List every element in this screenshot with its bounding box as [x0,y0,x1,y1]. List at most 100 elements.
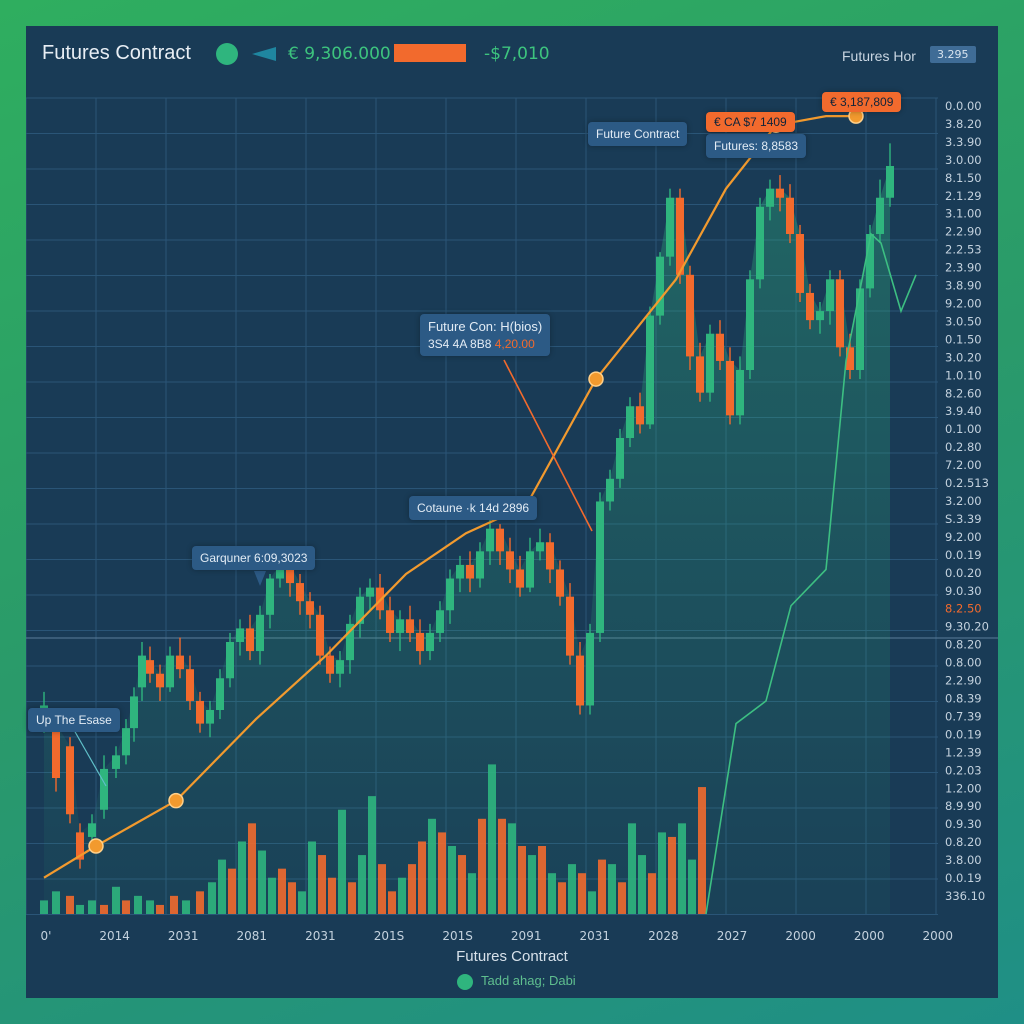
annotation-up-the-esase[interactable]: Up The Esase [28,708,120,732]
accent-line [705,232,917,915]
live-indicator-icon [216,43,238,65]
volume-bar [298,891,306,914]
candle-body [376,587,384,611]
candles [40,143,894,869]
volume-bar [608,864,616,914]
candle-body [122,728,130,756]
volume-bars [40,764,706,914]
candle-body [426,632,434,652]
candle-body [256,614,264,652]
volume-bar [398,877,406,914]
candle-body [766,188,774,207]
candle-body [146,660,154,674]
candle-body [796,234,804,293]
candle-body [88,823,96,837]
volume-bar [568,864,576,914]
candle-body [216,678,224,710]
y-tick-label: 2.1.29 [945,189,982,203]
volume-bar [52,891,60,914]
y-tick-label: 9.2.00 [945,297,982,311]
candle-body [526,551,534,588]
y-tick-label: 2.2.90 [945,674,982,688]
y-tick-label: 8.9.90 [945,799,982,813]
y-tick-label: 3.3.90 [945,135,982,149]
x-tick-label: 2014 [99,929,130,943]
candle-body [346,623,354,661]
candle-body [866,234,874,289]
annotation-futures-level[interactable]: Futures: 8,8583 [706,134,807,158]
volume-bar [76,904,84,914]
annotation-future-con[interactable]: Future Con: H(bios) 3S4 4A 8B8 4,20.00 [420,314,551,356]
y-tick-label: 0.8.20 [945,638,982,652]
volume-bar [458,855,466,914]
volume-bar [598,859,606,914]
volume-bar [698,787,706,914]
annotation-garquner[interactable]: Garquner 6:09,3023 [192,546,316,570]
candle-body [776,188,784,198]
annotation-price-tag[interactable]: € CA $7 1409 [706,112,795,132]
y-tick-label: 3.0.20 [945,350,982,364]
volume-bar [548,873,556,914]
annotation-cotaune[interactable]: Cotaune ·k 14d 2896 [409,496,538,520]
price-area [44,166,890,914]
y-tick-label: 9.2.00 [945,530,982,544]
candle-body [836,279,844,348]
candle-body [52,723,60,778]
candle-body [516,569,524,588]
volume-bar [258,850,266,914]
candle-body [386,610,394,633]
horizon-badge[interactable]: 3.295 [930,46,976,63]
candle-body [616,438,624,479]
candle-body [556,569,564,597]
volume-bar [196,891,204,914]
candle-body [546,542,554,570]
y-tick-label: 2.2.90 [945,225,982,239]
y-tick-label: 0.1.00 [945,422,982,436]
candle-body [138,655,146,688]
candle-body [176,655,184,670]
y-tick-label: 0.0.00 [945,99,982,113]
volume-bar [688,859,696,914]
candle-body [466,564,474,579]
volume-bar [438,832,446,914]
callout-line [503,359,593,532]
candle-body [686,274,694,357]
candle-body [786,197,794,234]
volume-bar [238,841,246,914]
annotation-future-contract[interactable]: Future Contract [588,122,688,146]
candle-body [716,333,724,361]
annotation-peak-price[interactable]: € 3,187,809 [822,92,902,112]
x-tick-label: 2028 [648,929,679,943]
volume-bar [588,891,596,914]
candle-body [656,256,664,316]
x-tick-label: 2031 [168,929,199,943]
candle-body [636,406,644,425]
candle-body [166,655,174,688]
candle-body [130,696,138,729]
y-tick-label: 0.9.30 [945,817,982,831]
volume-bar [182,900,190,914]
candle-body [706,333,714,393]
arrow-left-icon[interactable] [252,47,276,61]
candle-body [626,406,634,438]
y-tick-label: 3.9.40 [945,404,982,418]
candlestick-chart[interactable]: 0.0.00 3.8.20 3.3.90 3.0.00 8.1.50 2.1.29 3.1.… [26,26,998,998]
x-tick-label: 2081 [237,929,268,943]
volume-bar [66,895,74,914]
volume-bar [368,796,376,914]
y-tick-label: 1.2.39 [945,745,982,759]
volume-bar [268,877,276,914]
candle-body [396,619,404,633]
y-tick-label: 3.8.20 [945,117,982,131]
x-tick-label: 2000 [923,929,954,943]
candle-body [296,583,304,602]
x-tick-labels: 0' 2014 2031 2081 2031 201S 201S 2091 2031 2028 20… [41,929,954,943]
candle-body [856,288,864,370]
y-tick-label: 0.8.20 [945,835,982,849]
candle-body [586,632,594,706]
volume-bar [278,868,286,914]
volume-bar [658,832,666,914]
volume-bar [156,904,164,914]
x-tick-label: 2000 [854,929,885,943]
y-tick-label: 2.3.90 [945,261,982,275]
